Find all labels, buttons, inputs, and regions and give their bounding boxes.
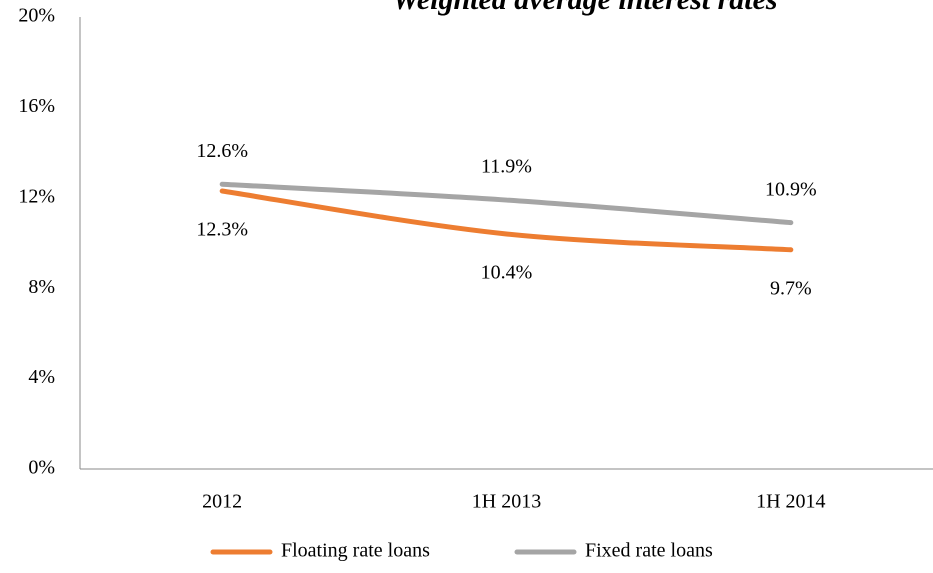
y-tick-label: 16% xyxy=(18,95,55,117)
y-tick-label: 4% xyxy=(28,366,55,388)
legend-label: Floating rate loans xyxy=(281,540,430,562)
x-tick-label: 1H 2013 xyxy=(472,491,541,513)
data-label: 10.4% xyxy=(481,262,533,284)
x-tick-label: 2012 xyxy=(202,491,242,513)
series-line xyxy=(219,188,794,253)
y-tick-label: 20% xyxy=(18,5,55,27)
data-label: 9.7% xyxy=(770,277,812,299)
data-label: 12.6% xyxy=(196,140,248,162)
data-label: 12.3% xyxy=(196,219,248,241)
y-tick-label: 0% xyxy=(28,457,55,479)
data-label: 11.9% xyxy=(481,156,532,178)
y-tick-label: 12% xyxy=(18,185,55,207)
legend-label: Fixed rate loans xyxy=(585,540,713,562)
data-label: 10.9% xyxy=(765,178,817,200)
y-tick-label: 8% xyxy=(28,276,55,298)
x-tick-label: 1H 2014 xyxy=(756,491,825,513)
series-line xyxy=(219,181,794,226)
chart-title: Weighted average interest rates xyxy=(392,0,777,16)
